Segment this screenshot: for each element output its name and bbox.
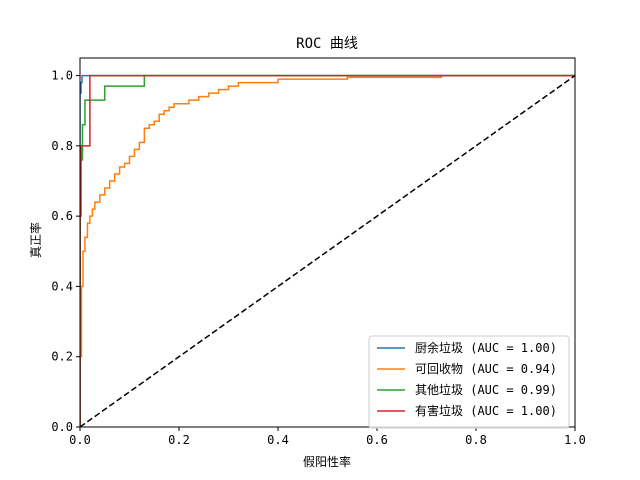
series-line-0 xyxy=(80,74,575,427)
x-tick-label: 0.8 xyxy=(465,433,487,447)
y-tick-label: 0.6 xyxy=(51,209,73,223)
y-tick-label: 0.0 xyxy=(51,420,73,434)
plot-area xyxy=(80,74,575,427)
legend-entry: 可回收物 (AUC = 0.94) xyxy=(415,362,557,376)
x-axis-label: 假阳性率 xyxy=(303,454,351,469)
series-line-3 xyxy=(80,74,575,427)
x-tick-label: 0.6 xyxy=(366,433,388,447)
y-tick-label: 0.4 xyxy=(51,279,73,293)
x-tick-label: 0.2 xyxy=(168,433,190,447)
y-tick-label: 1.0 xyxy=(51,69,73,83)
legend-entry: 有害垃圾 (AUC = 1.00) xyxy=(415,403,557,418)
legend-box xyxy=(368,335,570,429)
axes: 0.0 0.2 0.4 0.6 0.8 1.0 0.0 0.2 0.4 0.6 0.8 1.0 xyxy=(51,57,586,447)
legend: 厨余垃圾 (AUC = 1.00) 可回收物 (AUC = 0.94) 其他垃圾 (… xyxy=(368,335,570,429)
y-tick-label: 0.2 xyxy=(51,350,73,364)
x-tick-label: 0.0 xyxy=(69,433,91,447)
y-axis-label: 真正率 xyxy=(28,222,43,258)
x-tick-label: 0.4 xyxy=(267,433,289,447)
x-tick-label: 1.0 xyxy=(564,433,586,447)
chart-title: ROC 曲线 xyxy=(296,36,358,52)
y-tick-label: 0.8 xyxy=(51,139,73,153)
series-line-1 xyxy=(80,74,575,427)
plot-frame xyxy=(79,57,576,428)
legend-entry: 厨余垃圾 (AUC = 1.00) xyxy=(415,340,557,355)
legend-entry: 其他垃圾 (AUC = 0.99) xyxy=(415,382,557,397)
diagonal-reference-line xyxy=(80,74,575,427)
